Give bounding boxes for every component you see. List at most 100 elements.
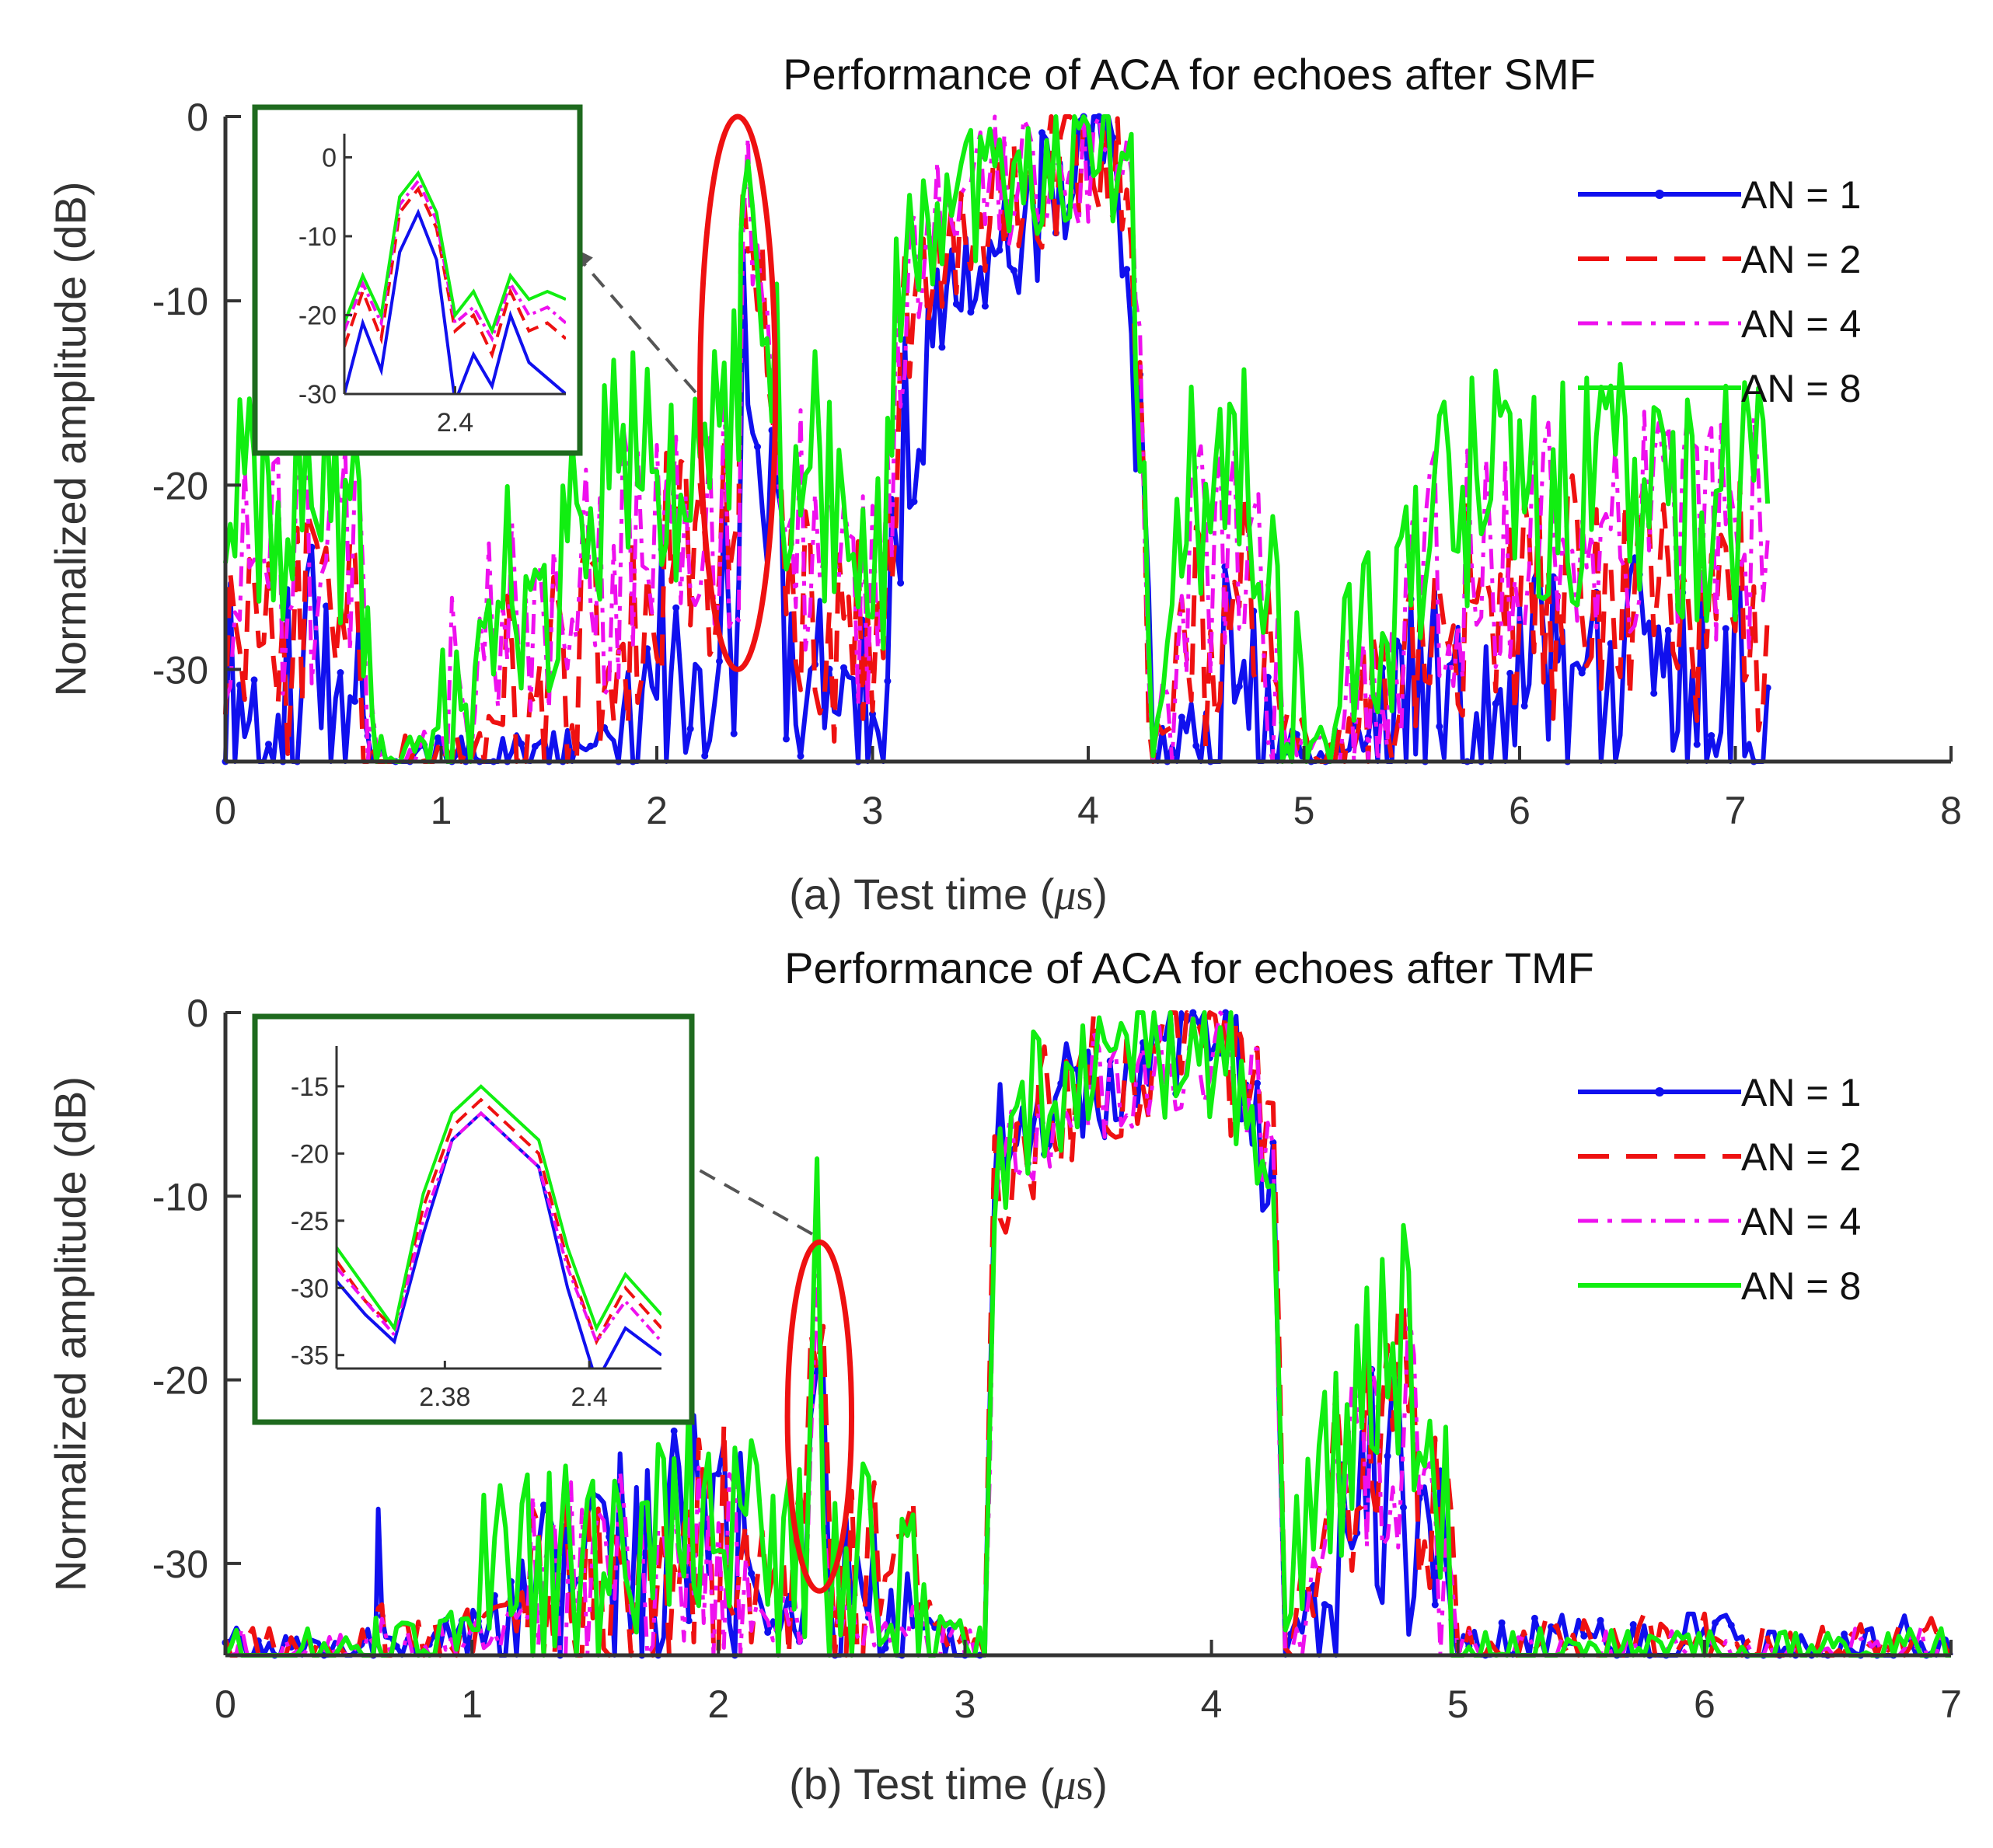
series-marker: [996, 246, 1003, 254]
x-tick-label: 1: [461, 1682, 483, 1726]
inset-series-group: [337, 1084, 661, 1369]
inset-series-line-4: [337, 1084, 661, 1333]
series-marker: [1038, 129, 1045, 137]
inset-y-tick-label: -25: [291, 1207, 329, 1236]
series-marker: [1321, 1601, 1328, 1609]
y-axis-label: Normalized amplitude (dB): [46, 1076, 95, 1592]
x-tick-label: 5: [1447, 1682, 1469, 1726]
series-marker: [910, 497, 918, 505]
chart-title: Performance of ACA for echoes after SMF: [783, 50, 1596, 99]
x-axis-label: (a) Test time (μs): [789, 870, 1108, 919]
x-unit-mu: μ: [1053, 871, 1076, 919]
series-marker: [265, 741, 272, 748]
inset-series-line-4: [344, 170, 566, 336]
series-marker: [1492, 699, 1499, 707]
x-unit-mu: μ: [1053, 1761, 1076, 1809]
series-marker: [897, 579, 905, 587]
series-marker: [435, 734, 442, 742]
series-marker: [686, 725, 694, 733]
series-marker: [730, 730, 738, 737]
series-marker: [1431, 1601, 1439, 1609]
series-marker: [672, 604, 680, 612]
series-marker: [351, 697, 358, 705]
inset-y-tick-label: 0: [322, 143, 337, 173]
x-tick-label: 4: [1077, 789, 1099, 832]
series-marker: [1708, 732, 1716, 739]
legend-label-3: AN = 4: [1741, 302, 1861, 346]
series-marker: [1400, 1504, 1407, 1512]
inset-series-group: [344, 170, 566, 394]
caption-prefix: (b): [789, 1759, 853, 1808]
inset-y-tick-label: -30: [298, 380, 337, 410]
x-axis-label-close: ): [1093, 870, 1108, 919]
series-marker: [1384, 1452, 1391, 1460]
series-marker: [716, 657, 723, 665]
series-marker: [1178, 713, 1185, 721]
x-tick-label: 2: [707, 1682, 729, 1726]
x-tick-label: 8: [1940, 789, 1962, 832]
series-marker: [1254, 1079, 1261, 1087]
inset-y-tick-label: -20: [298, 301, 337, 330]
inset-y-tick-label: -10: [298, 222, 337, 252]
inset-series-line-2: [344, 186, 566, 359]
series-marker: [1841, 1630, 1848, 1638]
inset-x-tick-label: 2.4: [571, 1383, 607, 1412]
series-marker: [1095, 113, 1103, 120]
y-tick-label: -10: [152, 280, 208, 323]
inset-y-tick-label: -35: [291, 1341, 329, 1371]
x-tick-label: 1: [431, 789, 452, 832]
panel-smf: 0 1 2 3 4 5 6 7 8 0 -10 -20 -30 Performance of ACA fo…: [46, 50, 1962, 919]
x-tick-label: 7: [1940, 1682, 1962, 1726]
series-marker: [1597, 1616, 1604, 1624]
series-marker: [1520, 702, 1528, 710]
legend-label-2: AN = 2: [1741, 1135, 1861, 1179]
series-line-4: [223, 1010, 1951, 1658]
inset-y-tick-label: -20: [291, 1139, 329, 1169]
series-marker: [967, 309, 975, 316]
series-marker: [1436, 723, 1443, 730]
highlight-ellipse: [784, 1239, 855, 1594]
x-tick-label: 0: [215, 789, 236, 832]
inset-zoom: 0 -10 -20 -30 2.4: [252, 104, 583, 456]
x-tick-label: 0: [215, 1682, 236, 1726]
series-marker: [1189, 1009, 1197, 1016]
series-marker: [881, 1644, 889, 1652]
series-marker: [323, 602, 330, 610]
series-marker: [1123, 266, 1131, 274]
series-marker: [1010, 267, 1017, 274]
legend-marker: [1655, 190, 1664, 199]
x-axis-label-text: Test time (: [853, 1759, 1055, 1808]
legend-marker: [1655, 1087, 1664, 1097]
legend-label-1: AN = 1: [1741, 173, 1861, 217]
x-tick-label: 5: [1293, 789, 1315, 832]
series-marker: [337, 669, 344, 676]
x-axis-label-text: Test time (: [853, 870, 1055, 919]
series-marker: [1727, 1621, 1735, 1629]
x-tick-label: 4: [1201, 1682, 1223, 1726]
series-marker: [1222, 1009, 1230, 1016]
inset-y-tick-label: -15: [291, 1072, 329, 1102]
series-marker: [714, 1470, 722, 1477]
series-marker: [540, 1501, 547, 1509]
legend-label-4: AN = 8: [1741, 367, 1861, 410]
series-marker: [1580, 1632, 1588, 1640]
inset-frame: [252, 104, 583, 456]
legend-label-3: AN = 4: [1741, 1200, 1861, 1243]
series-marker: [952, 300, 960, 308]
series-marker: [1548, 1623, 1555, 1630]
inset-series-line-1: [344, 208, 566, 394]
x-tick-label: 6: [1509, 789, 1531, 832]
inset-series-line-3: [337, 1111, 661, 1345]
series-marker: [1531, 1614, 1538, 1622]
panel-tmf: 0 1 2 3 4 5 6 7 0 -10 -20 -30 Performance of ACA for…: [46, 943, 1962, 1809]
series-marker: [701, 752, 709, 760]
series-marker: [783, 735, 790, 743]
series-marker: [685, 1617, 693, 1624]
x-tick-label: 3: [862, 789, 884, 832]
series-marker: [1498, 1619, 1506, 1627]
series-marker: [938, 343, 946, 351]
series-marker: [1712, 1619, 1719, 1627]
x-unit-s: s: [1076, 1761, 1093, 1809]
legend-label-1: AN = 1: [1741, 1071, 1861, 1114]
